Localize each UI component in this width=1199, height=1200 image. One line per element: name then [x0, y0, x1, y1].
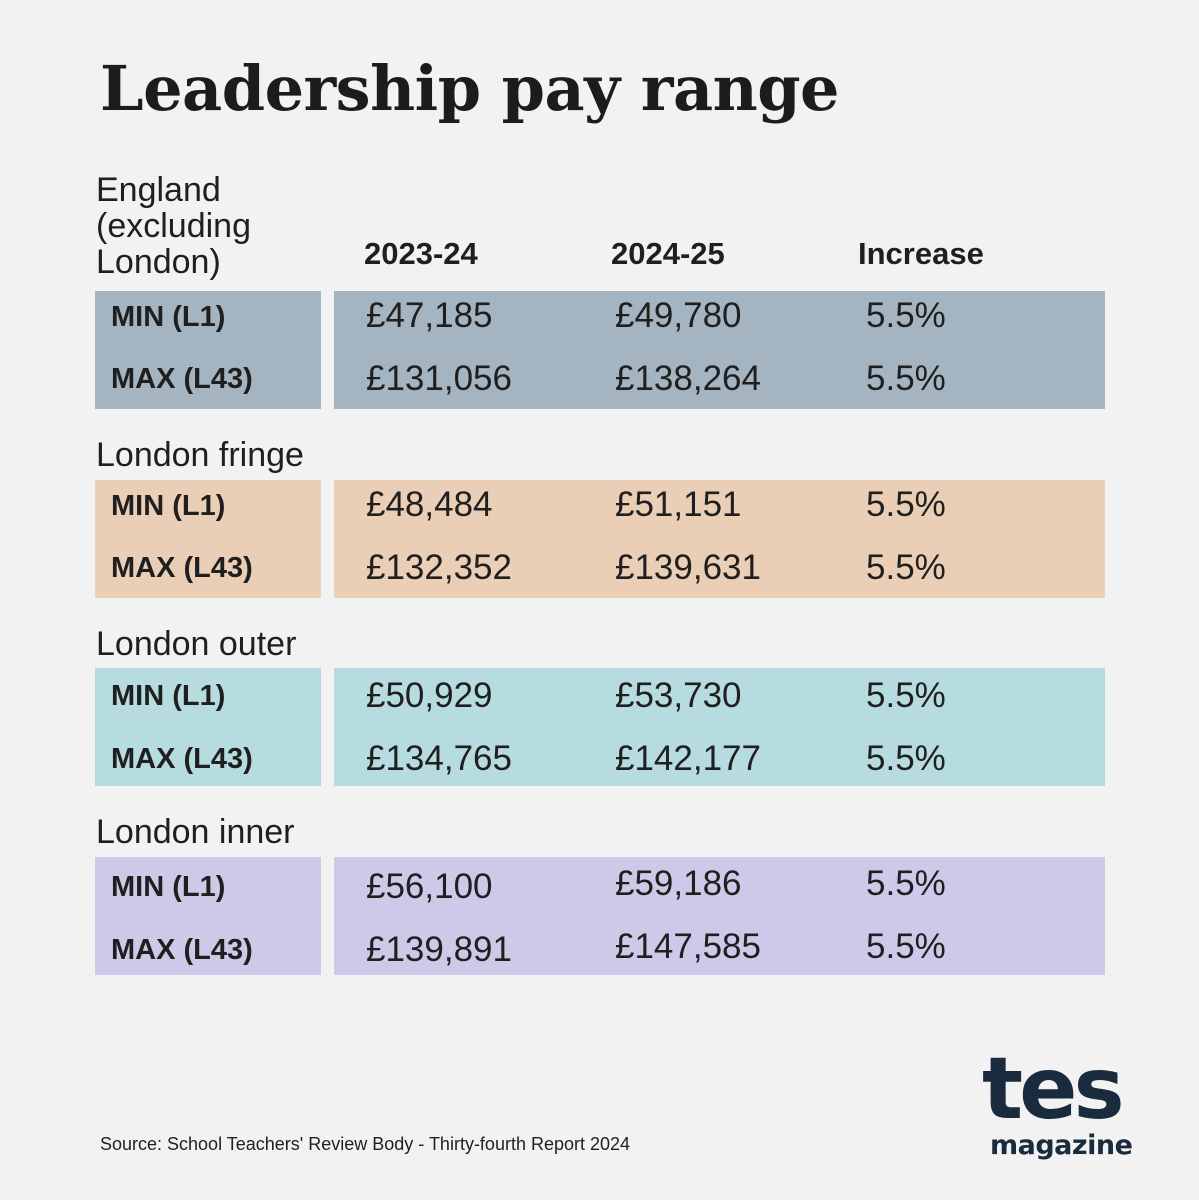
region-block-london-fringe: MIN (L1) £48,484 £51,151 5.5% MAX (L43) …	[0, 480, 1199, 598]
cell-2023-24-min: £56,100	[366, 867, 493, 906]
cell-2024-25-min: £53,730	[615, 676, 742, 715]
cell-2024-25-min: £51,151	[615, 485, 742, 524]
row-label-max: MAX (L43)	[111, 552, 253, 584]
row-label-min: MIN (L1)	[111, 680, 226, 712]
cell-increase-min: 5.5%	[866, 296, 946, 335]
label-box	[95, 668, 321, 786]
column-header-increase: Increase	[858, 236, 984, 271]
row-label-min: MIN (L1)	[111, 301, 226, 333]
value-box	[334, 291, 1105, 409]
region-heading-london-fringe: London fringe	[96, 436, 304, 474]
row-label-max: MAX (L43)	[111, 743, 253, 775]
cell-2023-24-max: £131,056	[366, 359, 512, 398]
cell-increase-min: 5.5%	[866, 864, 946, 903]
label-box	[95, 480, 321, 598]
cell-increase-max: 5.5%	[866, 927, 946, 966]
region-heading-line: England	[96, 171, 221, 209]
value-box	[334, 857, 1105, 975]
cell-2023-24-min: £48,484	[366, 485, 493, 524]
column-header-2024-25: 2024-25	[611, 236, 725, 271]
label-box	[95, 857, 321, 975]
region-heading-london-inner: London inner	[96, 813, 295, 851]
region-heading-line: London)	[96, 243, 221, 281]
cell-2024-25-min: £59,186	[615, 864, 742, 903]
cell-increase-max: 5.5%	[866, 548, 946, 587]
source-note: Source: School Teachers' Review Body - T…	[100, 1134, 631, 1154]
cell-2024-25-max: £138,264	[615, 359, 761, 398]
tes-magazine-logo: tes magazine	[978, 1046, 1133, 1170]
region-heading-line: (excluding	[96, 207, 251, 245]
row-label-min: MIN (L1)	[111, 871, 226, 903]
cell-2023-24-max: £134,765	[366, 739, 512, 778]
region-heading-london-outer: London outer	[96, 625, 297, 663]
cell-2024-25-max: £142,177	[615, 739, 761, 778]
logo-sub-text: magazine	[990, 1130, 1133, 1161]
value-box	[334, 668, 1105, 786]
label-box	[95, 291, 321, 409]
region-block-london-inner: MIN (L1) £56,100 £59,186 5.5% MAX (L43) …	[0, 857, 1199, 975]
row-label-min: MIN (L1)	[111, 490, 226, 522]
value-box	[334, 480, 1105, 598]
cell-increase-min: 5.5%	[866, 676, 946, 715]
cell-2023-24-max: £139,891	[366, 930, 512, 969]
region-block-england: MIN (L1) £47,185 £49,780 5.5% MAX (L43) …	[0, 291, 1199, 409]
row-label-max: MAX (L43)	[111, 363, 253, 395]
column-header-2023-24: 2023-24	[364, 236, 478, 271]
region-block-london-outer: MIN (L1) £50,929 £53,730 5.5% MAX (L43) …	[0, 668, 1199, 786]
cell-2024-25-max: £139,631	[615, 548, 761, 587]
logo-main-text: tes	[982, 1039, 1125, 1139]
cell-increase-max: 5.5%	[866, 359, 946, 398]
cell-2023-24-min: £47,185	[366, 296, 493, 335]
cell-2024-25-min: £49,780	[615, 296, 742, 335]
cell-2023-24-min: £50,929	[366, 676, 493, 715]
cell-increase-min: 5.5%	[866, 485, 946, 524]
cell-2023-24-max: £132,352	[366, 548, 512, 587]
page-title: Leadership pay range	[100, 52, 840, 125]
row-label-max: MAX (L43)	[111, 934, 253, 966]
cell-2024-25-max: £147,585	[615, 927, 761, 966]
region-heading-england: England (excluding London)	[96, 172, 326, 280]
cell-increase-max: 5.5%	[866, 739, 946, 778]
